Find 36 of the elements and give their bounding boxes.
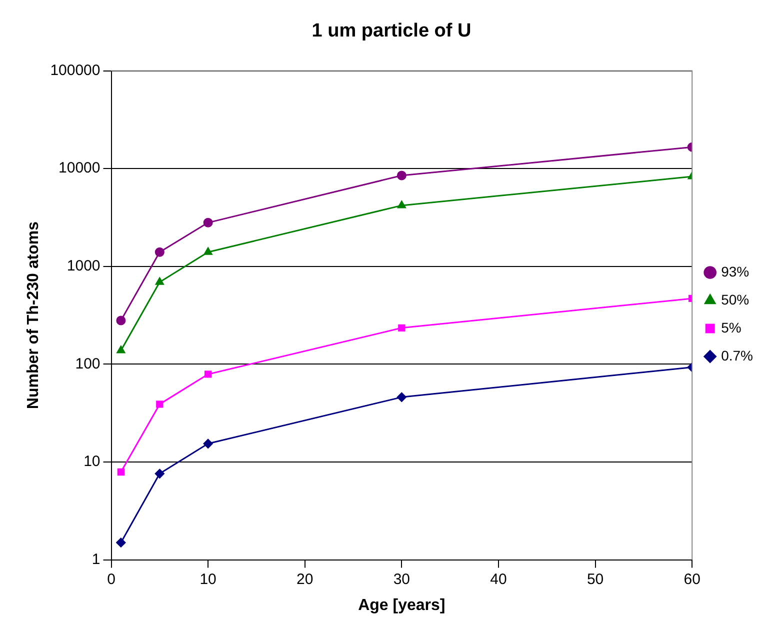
legend-label: 0.7% [721,347,754,364]
x-axis-title: Age [years] [358,596,446,614]
x-tick-label: 10 [200,570,216,588]
point [117,468,125,476]
x-tick-label: 60 [684,570,700,588]
point [154,247,164,257]
y-tick-label: 1000 [66,258,100,275]
y-tick-label: 100 [75,355,100,372]
point [116,316,126,326]
point [396,170,406,180]
point [398,324,406,332]
point [397,200,406,208]
point [203,438,213,448]
y-axis-title: Number of Th-230 atoms [25,221,42,410]
point [116,538,126,548]
y-tick-label: 10000 [58,160,100,177]
point [155,277,164,285]
x-tick-label: 50 [586,570,604,588]
point [204,370,212,378]
legend-label: 5% [721,319,742,336]
x-tick-label: 20 [296,570,314,588]
chart-title: 1 um particle of U [312,20,472,42]
point [116,346,126,354]
x-tick-label: 30 [393,570,410,588]
x-tick-label: 40 [490,570,507,588]
legend-label: 93% [721,263,750,280]
point [203,218,213,228]
y-tick-label: 1 [92,550,100,568]
point [396,392,406,402]
point [204,247,212,255]
x-tick-label: 0 [107,570,116,588]
y-tick-label: 100000 [50,62,100,79]
point [154,468,164,478]
legend-label: 50% [721,291,750,308]
point [156,400,164,408]
y-tick-label: 10 [84,453,100,470]
